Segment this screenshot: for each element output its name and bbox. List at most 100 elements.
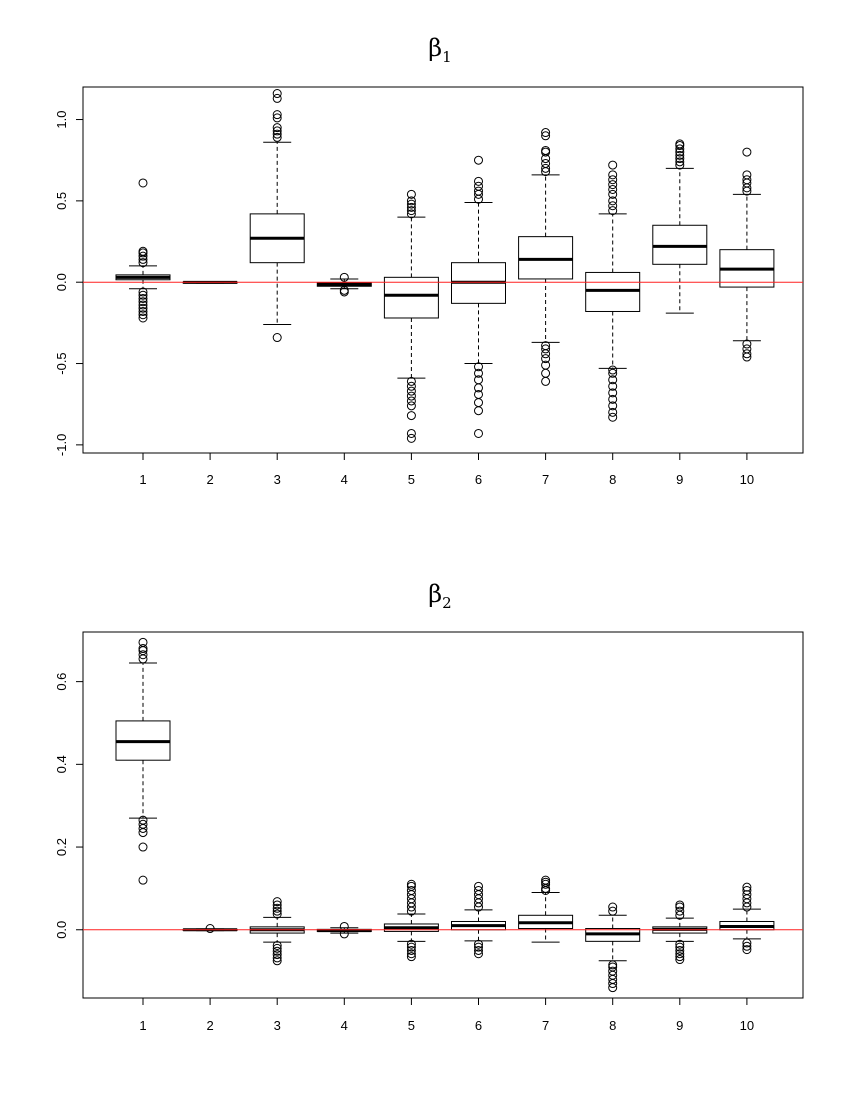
beta2-outlier-point [675, 900, 685, 910]
beta2-outlier-point [608, 906, 618, 916]
beta2-outlier-point [675, 952, 685, 962]
beta1-xtick-label: 7 [542, 472, 549, 487]
beta1-xtick-label: 10 [740, 472, 754, 487]
beta2-ytick-label: 0.4 [54, 755, 69, 773]
beta1-outlier-point [541, 349, 551, 359]
beta1-outlier-point [406, 401, 416, 411]
beta1-outlier-point [474, 428, 483, 438]
beta2-outlier-point [541, 879, 551, 889]
beta1-box-8 [585, 160, 641, 422]
beta2-xtick-label: 3 [274, 1018, 281, 1033]
beta1-title: β1 [428, 34, 451, 66]
beta1-outlier-point [541, 344, 551, 354]
beta1-ytick-label: 1.0 [54, 110, 69, 128]
beta1-outlier-point [608, 189, 618, 199]
beta1-xtick-label: 5 [408, 472, 415, 487]
beta1-outlier-point [406, 391, 416, 401]
beta2-outlier-point [272, 900, 282, 910]
beta1-box-10 [719, 147, 775, 362]
beta2-marks: 0.0 0.2 0.4 0.6 1 2 3 4 5 6 7 8 9 10 [54, 637, 803, 1033]
beta1-outlier-point [608, 170, 618, 180]
beta2-xtick-label: 5 [408, 1018, 415, 1033]
beta2-outlier-point [675, 949, 685, 959]
beta1-outlier-point [474, 155, 483, 165]
beta2-box-2 [182, 924, 238, 934]
beta1-box-4 [316, 272, 372, 297]
beta1-outlier-point [608, 394, 618, 404]
beta2-outlier-point [138, 644, 148, 654]
beta1-outlier-point [608, 401, 618, 411]
beta1-xtick-label: 4 [341, 472, 348, 487]
beta1-outlier-point [138, 293, 148, 303]
beta2-outlier-point [272, 909, 282, 919]
beta1-outlier-point [608, 368, 618, 378]
beta1-outlier-point [272, 129, 282, 139]
beta2-outlier-point [675, 939, 685, 949]
beta1-outlier-point [138, 300, 148, 310]
beta2-xtick-label: 4 [341, 1018, 348, 1033]
beta1-outlier-point [608, 388, 618, 398]
beta1-outlier-point [272, 333, 282, 343]
beta2-box-5 [383, 879, 439, 962]
beta1-xtick-label: 3 [274, 472, 281, 487]
beta1-xtick-label: 1 [139, 472, 146, 487]
beta2-title: β2 [428, 580, 451, 612]
beta1-outlier-point [406, 189, 416, 199]
beta1-outlier-point [138, 290, 148, 300]
beta1-outlier-point [474, 375, 483, 385]
beta2-box-9 [652, 900, 708, 965]
beta2-outlier-point [675, 955, 685, 965]
beta1-outlier-point [406, 199, 416, 209]
beta1-outlier-point [608, 201, 618, 211]
beta1-outlier-point [742, 349, 752, 359]
beta1-outlier-point [272, 113, 282, 123]
beta2-outlier-point [406, 942, 416, 952]
beta1-outlier-point [138, 246, 148, 256]
beta1-xtick-label: 6 [475, 472, 482, 487]
beta1-outlier-point [474, 186, 483, 196]
beta2-outlier-point [272, 946, 282, 956]
beta1-outlier-point [541, 360, 551, 370]
beta2-ytick-label: 0.0 [54, 921, 69, 939]
beta1-outlier-point [541, 145, 551, 155]
beta2-outlier-point [608, 960, 618, 970]
beta1-ytick-label: 0.5 [54, 192, 69, 210]
beta1-outlier-point [138, 313, 148, 323]
beta1-outlier-point [339, 285, 349, 295]
beta2-outlier-point [742, 890, 752, 900]
beta1-outlier-point [138, 297, 148, 307]
beta2-outlier-point [742, 885, 752, 895]
beta1-outlier-point [272, 93, 282, 103]
beta1-xtick-label: 8 [609, 472, 616, 487]
beta2-outlier-point [474, 939, 483, 949]
beta2-outlier-point [272, 906, 282, 916]
beta1-ytick-label: -0.5 [54, 352, 69, 374]
beta2-outlier-point [205, 924, 215, 934]
beta1-outlier-point [742, 344, 752, 354]
beta1-outlier-point [272, 126, 282, 136]
beta2-xtick-label: 10 [740, 1018, 754, 1033]
beta1-outlier-point [474, 398, 483, 408]
beta1-outlier-point [742, 175, 752, 185]
beta1-outlier-point [541, 341, 551, 351]
beta1-plot-frame [82, 86, 804, 454]
beta1-outlier-point [608, 407, 618, 417]
beta2-xtick-label: 7 [542, 1018, 549, 1033]
beta1-outlier-point [474, 389, 483, 399]
beta2-ytick-label: 0.2 [54, 838, 69, 856]
beta1-outlier-point [608, 196, 618, 206]
beta1-iqr-box [652, 224, 708, 265]
beta1-outlier-point [541, 354, 551, 364]
beta1-box-3 [249, 89, 305, 343]
beta2-outlier-point [608, 902, 618, 912]
beta2-xtick-label: 8 [609, 1018, 616, 1033]
beta1-outlier-point [675, 144, 685, 154]
beta1-outlier-point [608, 375, 618, 385]
beta1-outlier-point [474, 181, 483, 191]
beta1-outlier-point [608, 365, 618, 375]
beta1-box-9 [652, 139, 708, 314]
beta1-outlier-point [272, 110, 282, 120]
beta1-outlier-point [406, 202, 416, 212]
beta1-outlier-point [608, 206, 618, 216]
beta2-outlier-point [474, 885, 483, 895]
